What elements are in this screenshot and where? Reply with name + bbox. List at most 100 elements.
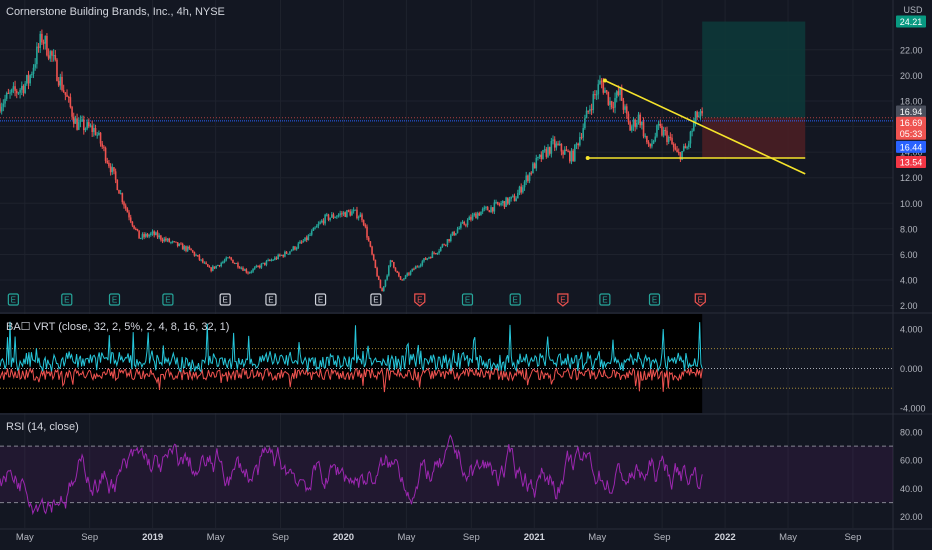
candle-body: [131, 221, 134, 226]
candle-body: [542, 150, 544, 160]
candle-body: [176, 242, 179, 246]
candle-body: [322, 220, 325, 224]
candle-body: [615, 91, 618, 99]
candle-body: [0, 106, 3, 112]
candle-body: [411, 268, 414, 272]
candle-body: [382, 286, 385, 292]
candle-body: [565, 149, 568, 152]
candle-body: [523, 181, 526, 188]
candle-body: [426, 258, 429, 260]
candle-body: [26, 75, 28, 84]
candle-body: [315, 225, 318, 228]
time-tick-label: 2022: [715, 532, 736, 543]
candle-body: [314, 227, 316, 229]
price-tick-label: 20.00: [900, 71, 923, 81]
price-tick-label: 4.00: [900, 276, 918, 286]
candle-body: [443, 244, 445, 246]
candle-body: [666, 130, 668, 143]
candle-body: [180, 243, 182, 245]
candle-body: [597, 84, 600, 95]
candle-body: [285, 251, 288, 254]
candle-body: [582, 128, 585, 138]
candle-body: [151, 231, 154, 234]
candle-body: [560, 143, 563, 152]
candle-body: [165, 238, 167, 241]
candle-body: [594, 94, 596, 96]
candle-body: [36, 46, 38, 65]
candle-body: [109, 166, 112, 173]
candle-body: [584, 118, 586, 129]
candle-body: [512, 195, 514, 197]
candle-body: [475, 213, 477, 219]
candle-body: [408, 273, 410, 275]
candle-body: [191, 250, 194, 252]
candle-body: [153, 231, 155, 236]
candle-body: [101, 143, 104, 147]
candle-body: [320, 220, 323, 223]
candle-body: [76, 118, 78, 130]
earnings-marker-letter: E: [318, 296, 323, 305]
candle-body: [513, 195, 516, 202]
earnings-marker-icon: [7, 293, 19, 306]
candle-body: [215, 265, 217, 269]
earnings-marker-icon: [219, 293, 231, 306]
candle-body: [607, 91, 610, 105]
time-tick-label: Sep: [654, 532, 671, 543]
trendline-anchor: [585, 156, 590, 161]
candle-body: [243, 269, 246, 271]
candle-body: [208, 266, 211, 268]
candle-body: [465, 224, 467, 226]
candle-body: [563, 149, 566, 155]
earnings-marker-letter: E: [417, 296, 422, 305]
price-tick-label: 2.00: [900, 301, 918, 311]
candle-body: [600, 80, 603, 83]
candle-body: [451, 231, 454, 236]
candle-body: [439, 246, 442, 251]
candle-body: [86, 122, 88, 129]
candle-body: [270, 259, 273, 261]
rsi-tick-label: 80.00: [900, 427, 923, 437]
candle-body: [520, 186, 522, 193]
candle-body: [404, 275, 407, 279]
candle-body: [639, 114, 641, 126]
price-badge-close: [896, 116, 926, 129]
candle-body: [19, 89, 21, 93]
candle-body: [381, 288, 383, 292]
candle-body: [490, 207, 492, 213]
candle-body: [134, 228, 137, 230]
candle-body: [394, 267, 397, 272]
candle-body: [310, 230, 313, 235]
candle-body: [361, 214, 363, 221]
candle-body: [200, 259, 202, 261]
candle-body: [496, 201, 499, 205]
candle-body: [632, 119, 635, 127]
candle-body: [691, 130, 693, 132]
candle-body: [54, 55, 57, 60]
candle-body: [354, 209, 357, 211]
price-badge-label: 16.69: [900, 118, 923, 128]
candle-body: [128, 212, 130, 218]
candle-body: [305, 237, 308, 241]
candle-body: [160, 235, 162, 240]
candle-body: [17, 92, 20, 94]
candle-body: [232, 259, 234, 264]
candle-body: [377, 276, 380, 280]
candle-body: [138, 230, 140, 239]
candle-body: [139, 237, 142, 239]
target-zone: [702, 21, 806, 118]
candle-body: [483, 207, 486, 209]
candle-body: [476, 213, 479, 219]
candle-body: [577, 143, 579, 146]
vrt-series-down: [0, 366, 703, 393]
candle-body: [84, 128, 87, 131]
candle-body: [223, 260, 226, 262]
candle-body: [661, 126, 663, 136]
candle-body: [178, 243, 181, 246]
candle-body: [300, 241, 303, 243]
candle-body: [213, 266, 216, 269]
candle-body: [136, 228, 139, 231]
candle-body: [433, 252, 435, 254]
candle-body: [188, 246, 191, 249]
price-unit: USD: [903, 5, 923, 15]
